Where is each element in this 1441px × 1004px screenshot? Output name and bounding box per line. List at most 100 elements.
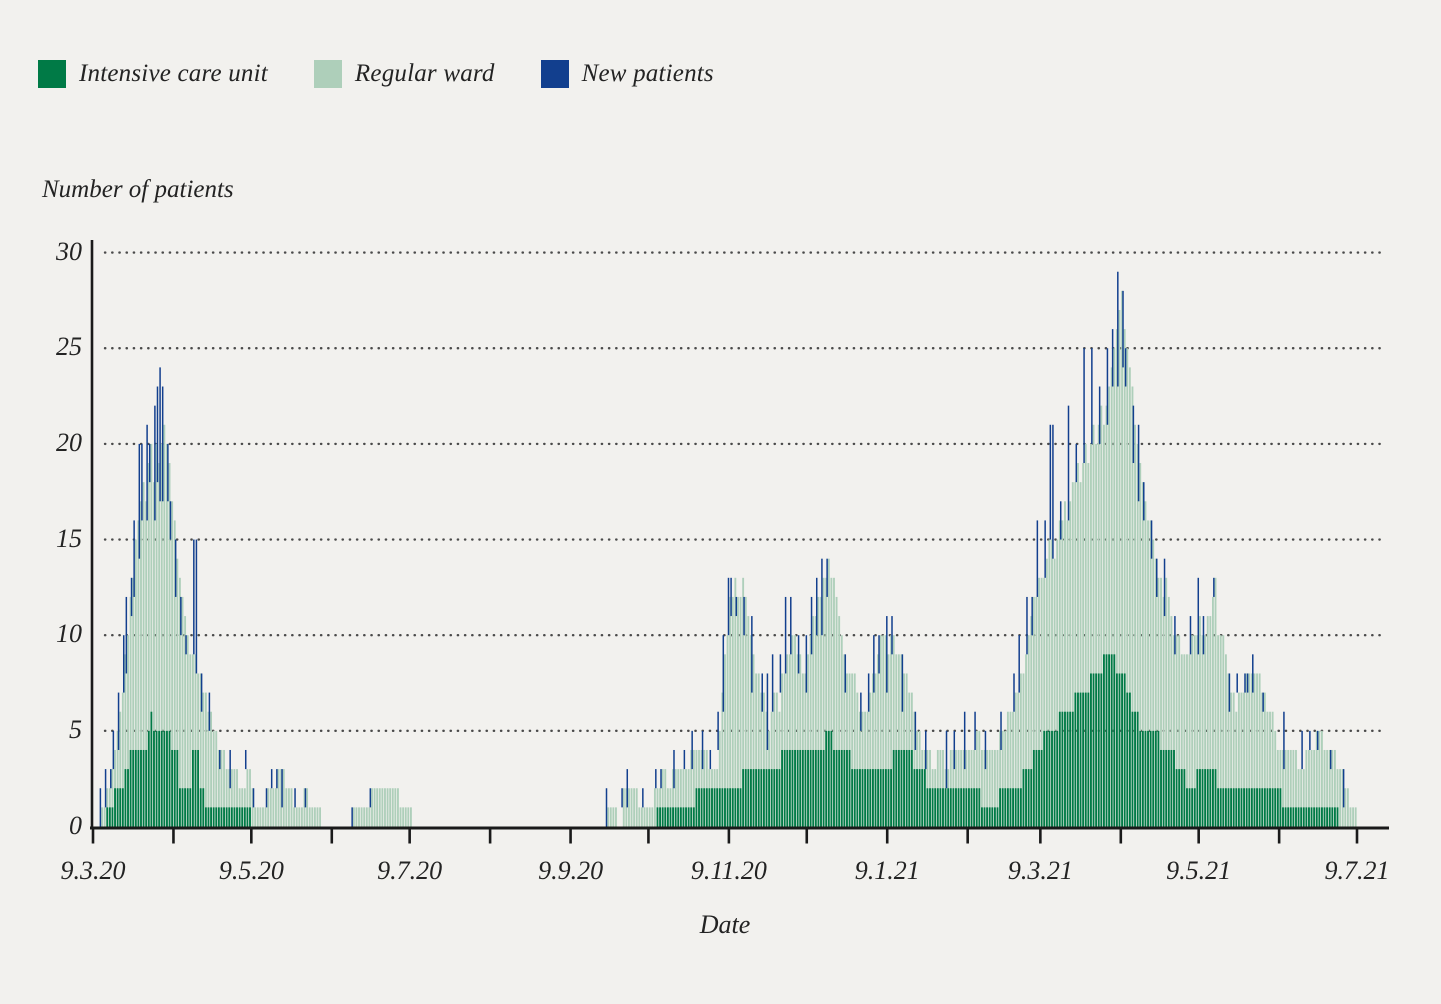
bar-intensive-care xyxy=(1328,807,1331,827)
x-tick-label-9.1.21: 9.1.21 xyxy=(854,856,920,885)
bar-regular-ward xyxy=(168,463,171,827)
bar-intensive-care xyxy=(1025,769,1027,827)
bar-regular-ward xyxy=(1056,539,1059,827)
bar-regular-ward xyxy=(1014,692,1017,827)
bar-regular-ward xyxy=(137,520,140,827)
bar-intensive-care xyxy=(973,788,976,827)
bar-regular-ward xyxy=(1193,635,1196,827)
bar-intensive-care xyxy=(949,788,952,827)
bar-regular-ward xyxy=(288,788,290,827)
bar-regular-ward xyxy=(282,769,285,827)
bar-regular-ward xyxy=(145,501,148,827)
bar-intensive-care xyxy=(794,749,796,827)
bar-intensive-care xyxy=(1079,692,1082,827)
bar-regular-ward xyxy=(306,788,309,827)
bar-regular-ward xyxy=(402,807,405,827)
bar-regular-ward xyxy=(127,635,129,827)
bar-regular-ward xyxy=(1004,730,1007,827)
bar-new-patients xyxy=(1117,271,1119,387)
bar-intensive-care xyxy=(220,807,223,827)
bar-intensive-care xyxy=(786,749,789,827)
bar-intensive-care xyxy=(1284,807,1287,827)
bar-intensive-care xyxy=(1287,807,1290,827)
bar-new-patients xyxy=(200,673,203,712)
bar-intensive-care xyxy=(1092,673,1095,827)
bar-regular-ward xyxy=(386,788,389,827)
bar-regular-ward xyxy=(1006,711,1009,827)
bar-regular-ward xyxy=(373,788,376,827)
bar-intensive-care xyxy=(666,807,669,827)
bar-regular-ward xyxy=(993,749,996,827)
bar-regular-ward xyxy=(820,596,822,827)
bar-regular-ward xyxy=(794,635,796,827)
bar-intensive-care xyxy=(1053,730,1056,827)
bar-intensive-care xyxy=(807,749,809,827)
bar-regular-ward xyxy=(1115,329,1118,827)
bar-intensive-care xyxy=(988,807,991,827)
bar-regular-ward xyxy=(267,788,270,827)
bar-intensive-care xyxy=(1196,769,1199,827)
bar-regular-ward xyxy=(999,730,1002,827)
bar-regular-ward xyxy=(1009,711,1012,827)
bar-regular-ward xyxy=(1147,520,1149,827)
bar-intensive-care xyxy=(1191,788,1194,827)
bar-intensive-care xyxy=(1170,749,1173,827)
bar-intensive-care xyxy=(230,807,233,827)
bar-intensive-care xyxy=(908,749,911,827)
bar-regular-ward xyxy=(838,616,841,827)
bar-regular-ward xyxy=(1061,520,1064,827)
bar-intensive-care xyxy=(1152,730,1155,827)
legend-item-new-patients: New patients xyxy=(540,60,714,88)
bar-intensive-care xyxy=(1318,807,1321,827)
bar-regular-ward xyxy=(352,807,355,827)
bar-intensive-care xyxy=(773,769,776,827)
bar-intensive-care xyxy=(814,749,817,827)
bar-regular-ward xyxy=(269,788,272,827)
bar-new-patients xyxy=(886,616,888,693)
bar-new-patients xyxy=(133,520,135,597)
bar-regular-ward xyxy=(1051,539,1053,827)
bar-intensive-care xyxy=(1204,769,1207,827)
bar-regular-ward xyxy=(900,654,903,827)
y-tick-label-25: 25 xyxy=(56,332,82,362)
bar-new-patients xyxy=(655,769,657,789)
bar-regular-ward xyxy=(199,673,202,827)
bar-intensive-care xyxy=(1250,788,1253,827)
bar-new-patients xyxy=(1137,424,1140,502)
bar-regular-ward xyxy=(101,807,103,827)
bar-new-patients xyxy=(815,577,818,636)
bar-intensive-care xyxy=(228,807,231,827)
bar-new-patients xyxy=(154,405,156,521)
bar-intensive-care xyxy=(1006,788,1009,827)
bar-new-patients xyxy=(1026,596,1028,655)
bar-intensive-care xyxy=(1108,654,1111,827)
bar-intensive-care xyxy=(796,749,799,827)
bar-new-patients xyxy=(351,807,353,827)
bar-new-patients xyxy=(1049,424,1052,540)
bar-new-patients xyxy=(1013,673,1015,712)
bar-regular-ward xyxy=(750,635,752,827)
bar-intensive-care xyxy=(140,749,142,827)
bar-regular-ward xyxy=(1331,749,1334,827)
bar-intensive-care xyxy=(744,769,747,827)
bar-new-patients xyxy=(270,769,273,789)
bar-intensive-care xyxy=(243,807,246,827)
bar-regular-ward xyxy=(871,673,874,827)
bar-intensive-care xyxy=(124,769,127,827)
bar-regular-ward xyxy=(1141,482,1144,827)
bar-intensive-care xyxy=(1201,769,1204,827)
bar-intensive-care xyxy=(1305,807,1308,827)
bar-regular-ward xyxy=(124,654,127,827)
bar-regular-ward xyxy=(625,788,628,827)
bar-intensive-care xyxy=(1045,730,1048,827)
bar-intensive-care xyxy=(871,769,874,827)
bar-regular-ward xyxy=(692,749,695,827)
bar-regular-ward xyxy=(163,424,166,827)
bar-intensive-care xyxy=(1230,788,1233,827)
bar-regular-ward xyxy=(1230,692,1233,827)
bar-intensive-care xyxy=(864,769,867,827)
bar-regular-ward xyxy=(204,692,207,827)
bar-intensive-care xyxy=(1074,692,1077,827)
bar-intensive-care xyxy=(1160,749,1162,827)
bar-regular-ward xyxy=(1131,386,1134,827)
